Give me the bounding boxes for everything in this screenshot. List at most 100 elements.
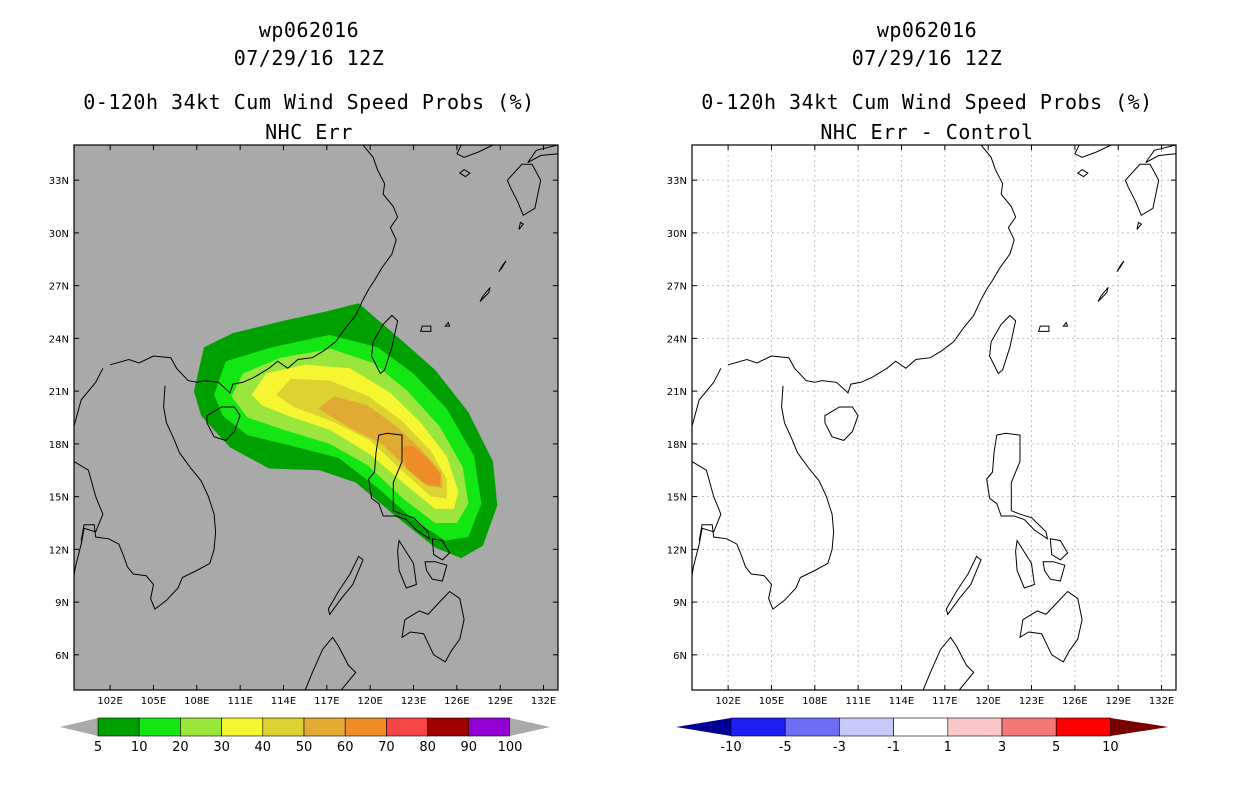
lat-label: 21N xyxy=(49,387,69,398)
lon-label: 108E xyxy=(802,696,827,707)
lon-label: 126E xyxy=(1062,696,1087,707)
colorbar-extend-high xyxy=(1110,718,1169,736)
coastline-island xyxy=(1136,221,1143,230)
colorbar-label: 3 xyxy=(998,740,1006,755)
colorbar-bin xyxy=(344,717,387,737)
date-title: 07/29/16 12Z xyxy=(851,46,1003,70)
lon-label: 132E xyxy=(1149,696,1174,707)
map-right: 102E 105E 108E 111E 114E 117E 120E 123E 126E 129E… xyxy=(667,144,1177,755)
colorbar-label: 30 xyxy=(213,740,230,755)
storm-id-title: wp062016 xyxy=(876,18,978,42)
coastline-japan xyxy=(1124,163,1160,217)
coastline-palawan xyxy=(945,555,982,616)
colorbar-extend-high xyxy=(510,718,550,736)
coastline-island xyxy=(1097,287,1109,302)
colorbar-label: 40 xyxy=(255,740,272,755)
colorbar-label: 100 xyxy=(498,740,523,755)
cum-probs-panel: wp062016 07/29/16 12Z 0-120h 34kt Cum Wi… xyxy=(49,18,559,755)
coastline-island xyxy=(444,321,451,327)
colorbar-bin xyxy=(262,717,305,737)
lat-label: 33N xyxy=(667,176,687,187)
storm-id-title: wp062016 xyxy=(258,18,360,42)
coastline-island xyxy=(1116,260,1125,272)
coastline-samar xyxy=(424,561,448,582)
coastline-island xyxy=(1062,321,1069,327)
colorbar-bin xyxy=(730,717,786,737)
lon-label: 105E xyxy=(141,696,166,707)
map-frame xyxy=(73,144,559,691)
lat-label: 24N xyxy=(667,334,687,345)
coastline-japan xyxy=(506,163,542,217)
coastline-palawan xyxy=(327,555,364,616)
colorbar-extend-low xyxy=(60,718,98,736)
lon-label: 126E xyxy=(444,696,469,707)
lon-label: 102E xyxy=(715,696,740,707)
lon-label: 105E xyxy=(759,696,784,707)
lat-label: 9N xyxy=(55,598,69,609)
coastline-china xyxy=(74,145,400,427)
lon-label: 102E xyxy=(97,696,122,707)
lat-label: 27N xyxy=(667,282,687,293)
lon-label: 114E xyxy=(271,696,296,707)
lat-label: 33N xyxy=(49,176,69,187)
coastline-visayas xyxy=(397,539,417,589)
coastline-mindanao xyxy=(1019,590,1083,663)
map-area xyxy=(74,145,558,690)
lat-label: 15N xyxy=(49,493,69,504)
map-background xyxy=(692,145,1176,690)
coastline-korea xyxy=(456,145,494,158)
lat-label: 9N xyxy=(673,598,687,609)
product-title: 0-120h 34kt Cum Wind Speed Probs (%) xyxy=(83,90,535,114)
colorbar-label: 50 xyxy=(296,740,313,755)
lon-label: 123E xyxy=(401,696,426,707)
coastline-hainan xyxy=(824,406,859,441)
coastline-hainan xyxy=(206,406,241,441)
colorbar-bin xyxy=(386,717,428,737)
colorbar-bin xyxy=(138,717,181,737)
lon-label: 117E xyxy=(932,696,957,707)
coastline-japan xyxy=(1145,145,1176,164)
lon-label: 129E xyxy=(488,696,513,707)
coastline-leyte xyxy=(1049,538,1069,561)
coastline-china xyxy=(692,145,1018,427)
colorbar-bin xyxy=(947,717,1003,737)
coastline-mindanao xyxy=(401,590,465,663)
coastline-taiwan xyxy=(989,314,1017,375)
coastline-thailand xyxy=(74,461,104,576)
coastline-island xyxy=(498,260,507,272)
coastline-borneo xyxy=(304,636,357,690)
lon-label: 111E xyxy=(845,696,870,707)
colorbar-bin xyxy=(784,717,840,737)
colorbar-bin xyxy=(1055,717,1111,737)
coastline-korea xyxy=(1074,145,1112,158)
colorbar-label: 60 xyxy=(337,740,354,755)
coastline-island xyxy=(1038,325,1050,332)
colorbar-bin xyxy=(303,717,346,737)
coastline-jeju xyxy=(1076,168,1089,178)
colorbar-bin xyxy=(468,717,511,737)
lon-label: 114E xyxy=(889,696,914,707)
lat-label: 30N xyxy=(667,229,687,240)
map-left: 102E 105E 108E 111E 114E 117E 120E 123E 126E 129E… xyxy=(49,144,559,755)
coastline-japan xyxy=(527,145,558,164)
subtitle: NHC Err xyxy=(265,120,353,144)
lat-label: 18N xyxy=(49,440,69,451)
coastline-vietnam xyxy=(80,385,217,610)
coastline-island xyxy=(420,325,432,332)
map-area xyxy=(692,145,1176,690)
date-title: 07/29/16 12Z xyxy=(233,46,385,70)
colorbar-label: 90 xyxy=(461,740,478,755)
coastline-vietnam xyxy=(698,385,835,610)
coastline-luzon xyxy=(986,432,1049,540)
colorbar-bin xyxy=(893,717,949,737)
colorbar-bin xyxy=(221,717,264,737)
lat-label: 27N xyxy=(49,282,69,293)
colorbar-label: 5 xyxy=(94,740,102,755)
swath-contour-60 xyxy=(402,445,441,487)
lon-label: 117E xyxy=(314,696,339,707)
lat-label: 21N xyxy=(667,387,687,398)
subtitle: NHC Err - Control xyxy=(820,120,1034,144)
colorbar-label: -3 xyxy=(833,740,846,755)
coastline-leyte xyxy=(431,538,451,561)
product-title: 0-120h 34kt Cum Wind Speed Probs (%) xyxy=(701,90,1153,114)
